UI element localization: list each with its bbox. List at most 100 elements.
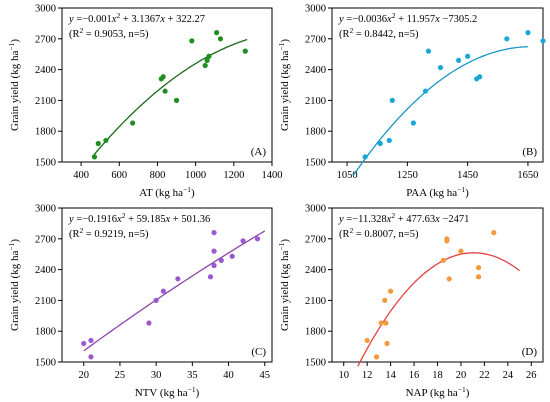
panel-b-x-tick-label: 1650 — [517, 170, 538, 181]
panel-c-x-tick-label: 45 — [260, 370, 271, 381]
panel-a-x-tick-label: 600 — [111, 170, 127, 181]
panel-d-eq-x-sq: x — [386, 214, 392, 225]
panel-b-y-title-end: ) — [279, 39, 291, 43]
panel-c-x-title-end: ) — [196, 387, 200, 399]
panel-a-data-point — [217, 36, 224, 42]
panel-c-eq-coef-b: + 59.185 — [125, 214, 165, 225]
panel-a-eq-power: 2 — [116, 11, 120, 20]
panel-a-r-squared: (R2 = 0.9053, n=5) — [69, 26, 149, 40]
panel-c-r-close: = 0.9219, n=5) — [83, 229, 149, 240]
panel-d-data-point — [475, 264, 482, 271]
panel-a-eq-coef-b: + 3.1367 — [120, 14, 160, 25]
panel-a-x-tick-label: 400 — [73, 170, 89, 181]
panel-c-data-point — [175, 276, 181, 282]
panel-d-data-point — [491, 230, 497, 236]
panel-a-data-point — [242, 48, 248, 54]
chart-panel-b: 1050 1250 1450 1650 1500 1800 2100 2400 2700 3000… — [277, 4, 546, 199]
panel-b-y-tick-label: 3000 — [305, 4, 326, 15]
panel-a-data-point — [214, 30, 220, 36]
panel-b-data-point — [504, 36, 510, 42]
panel-b-data-point — [525, 30, 531, 36]
panel-d-data-point — [475, 274, 482, 280]
panel-a-fit-curve — [92, 38, 248, 157]
panel-b-x-axis-title: PAA (kg ha−1) — [406, 185, 469, 199]
panel-d-x-tick-label: 24 — [503, 370, 514, 381]
panel-a-y-title-sup: −1 — [7, 42, 16, 50]
panel-b-x-tick-label: 1450 — [457, 170, 478, 181]
panel-d-y-title-sup: −1 — [277, 242, 286, 250]
panel-c-eq-x: x — [164, 214, 170, 225]
panel-b-y-title-sup: −1 — [277, 42, 286, 50]
panel-a-data-point — [103, 137, 109, 144]
panel-c-eq-power: 2 — [122, 211, 126, 220]
panel-b-y-axis-title: Grain yield (kg ha−1) — [277, 39, 291, 131]
panel-c-y-tick-label: 2700 — [35, 234, 56, 245]
chart-panel-d: 10 12 14 16 18 20 22 24 261500180021002400270030… — [277, 204, 544, 399]
panel-c-data-point — [81, 340, 87, 347]
panel-d-r-sup: 2 — [350, 226, 354, 235]
panel-d-eq-y: y — [338, 214, 344, 225]
panel-b-plot-frame — [331, 7, 544, 163]
panel-c-r-open: (R — [69, 229, 80, 240]
panel-d-data-point — [388, 288, 394, 294]
panel-d-data-point — [384, 340, 390, 347]
panel-b-data-point — [410, 120, 416, 126]
panel-c-equation: y =−0.1916x2 + 59.185x + 501.36 — [68, 211, 210, 225]
panel-c-x-title-main: NTV (kg ha — [135, 387, 188, 399]
panel-a-r-sup: 2 — [80, 26, 84, 35]
panel-b-x-tick-label: 1050 — [337, 170, 358, 181]
panel-c-y-tick-label: 1800 — [35, 327, 56, 338]
panel-d-y-title-end: ) — [279, 239, 291, 243]
panel-b-y-tick-label: 2100 — [305, 96, 326, 107]
panel-d-data-point — [364, 337, 370, 344]
panel-c-data-point — [211, 248, 217, 254]
panel-a-y-tick-label: 2400 — [35, 65, 56, 76]
panel-d-x-tick-label: 26 — [526, 370, 537, 381]
panel-d-label: (D) — [522, 346, 538, 358]
panel-c-label: (C) — [251, 346, 266, 358]
panel-c-y-tick-label: 2100 — [35, 296, 56, 307]
panel-c-data-point — [240, 238, 246, 244]
panel-d-x-tick-label: 10 — [338, 370, 349, 381]
panel-a-equation: y =−0.001x2 + 3.1367x + 322.27 — [68, 11, 205, 25]
panel-c-data-point — [153, 297, 159, 303]
panel-d-data-point — [378, 320, 384, 326]
panel-c-eq-x-sq: x — [116, 214, 122, 225]
panel-c-y-tick-label: 2400 — [35, 265, 56, 276]
panel-c-data-point — [146, 320, 152, 326]
panel-b-fit-curve — [352, 46, 528, 177]
panel-c-x-tick-label: 40 — [223, 370, 234, 381]
panel-d-data-point — [383, 320, 389, 326]
panel-a-eq-y: y — [68, 14, 74, 25]
panel-b-y-title-main: Grain yield (kg ha — [279, 51, 291, 131]
panel-b-r-sup: 2 — [350, 26, 354, 35]
panel-c-plot-frame — [61, 207, 273, 363]
panel-a-x-tick-label: 1200 — [223, 170, 244, 181]
panel-d-fit-curve — [357, 252, 520, 367]
panel-c-fit-curve — [83, 230, 266, 352]
panel-b-x-title-sup: −1 — [457, 185, 465, 194]
panel-c-data-point — [211, 230, 217, 236]
panel-c-y-tick-label: 3000 — [35, 204, 56, 215]
panel-c-r-squared: (R2 = 0.9219, n=5) — [69, 226, 149, 240]
panel-a-eq-const: + 322.27 — [165, 14, 205, 25]
panel-c-x-tick-label: 20 — [78, 370, 89, 381]
panel-b-y-tick-label: 2400 — [305, 65, 326, 76]
panel-d-x-title-sup: −1 — [458, 385, 466, 394]
panel-a-eq-x: x — [159, 14, 165, 25]
panel-a-data-point — [189, 38, 195, 44]
panel-d-x-title-end: ) — [466, 387, 470, 399]
panel-b-data-point — [540, 38, 546, 44]
panel-a-eq-coef-a: =−0.001 — [74, 14, 112, 25]
panel-a-data-point — [202, 62, 208, 69]
panel-a-y-title-end: ) — [9, 39, 21, 43]
panel-d-y-tick-label: 2100 — [305, 296, 326, 307]
panel-a-y-tick-label: 1800 — [35, 127, 56, 138]
panel-c-x-tick-label: 25 — [115, 370, 126, 381]
panel-d-eq-power: 2 — [391, 211, 395, 220]
panel-a-y-tick-label: 3000 — [35, 4, 56, 15]
panel-b-eq-const: −7305.2 — [440, 14, 477, 25]
panel-b-eq-x-sq: x — [386, 14, 392, 25]
panel-d-data-point — [446, 276, 452, 282]
panel-d-y-tick-label: 2700 — [305, 234, 326, 245]
